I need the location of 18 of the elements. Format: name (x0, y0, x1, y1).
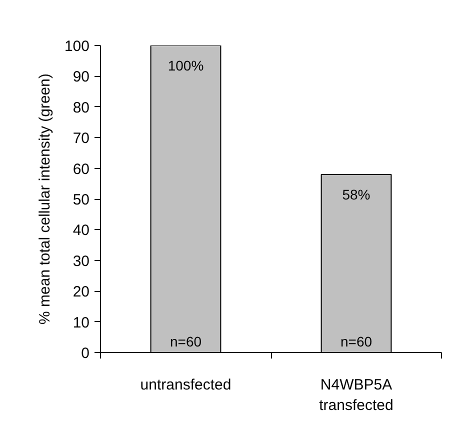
y-tick-label: 90 (72, 68, 90, 86)
y-tick-label: 70 (72, 130, 90, 148)
annotation: n=60 (340, 334, 372, 350)
y-tick-label: 50 (72, 192, 90, 208)
x-tick-label: untransfected (140, 376, 232, 394)
y-tick-label: 40 (72, 222, 90, 240)
y-tick-label: 10 (72, 314, 90, 332)
y-axis-title: % mean total cellular intensity (green) (36, 74, 54, 324)
y-tick-label: 30 (72, 252, 90, 270)
y-tick-label: 100 (64, 38, 90, 55)
y-tick-label: 80 (72, 99, 90, 116)
data-label: 100% (168, 58, 204, 74)
y-tick-label: 60 (72, 160, 90, 178)
x-tick-label: N4WBP5A transfected (319, 376, 394, 414)
data-label: 58% (342, 186, 370, 202)
annotation: n=60 (170, 334, 202, 350)
y-tick-label: 20 (72, 284, 90, 301)
y-tick-label: 0 (81, 345, 90, 362)
